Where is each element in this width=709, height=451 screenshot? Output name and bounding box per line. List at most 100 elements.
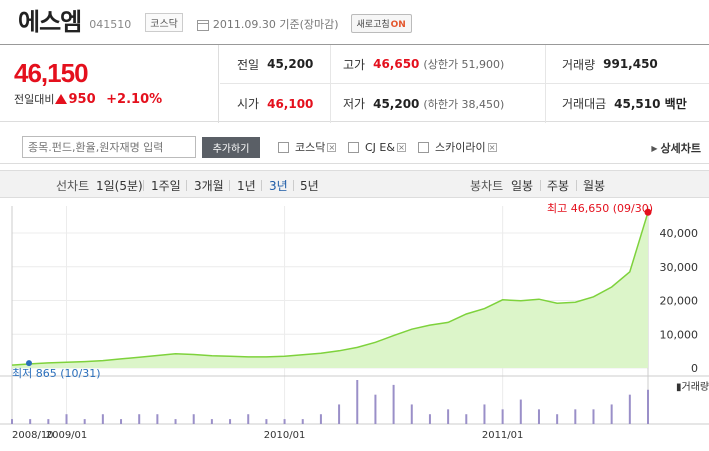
volume-bar xyxy=(283,419,286,424)
tab-weekly[interactable]: 주봉 xyxy=(547,179,570,193)
compare-item-kosdaq[interactable]: 코스닥 × xyxy=(278,140,337,154)
search-input[interactable] xyxy=(22,136,196,158)
stat-label: 시가 xyxy=(237,97,260,111)
stat-label: 거래량 xyxy=(562,57,596,72)
volume-bar xyxy=(519,399,522,424)
tab-monthly[interactable]: 월봉 xyxy=(583,179,606,193)
stat-value: 46,100 xyxy=(267,96,314,111)
divider xyxy=(576,180,577,191)
price-chart: 40,000 30,000 20,000 10,000 0 2008/10 2009/01 2… xyxy=(0,198,709,451)
volume-bar xyxy=(610,404,613,424)
volume-bar xyxy=(410,404,413,424)
stat-value: 45,200 xyxy=(373,96,420,111)
stat-label: 전일 xyxy=(237,57,260,72)
volume-bar xyxy=(138,414,141,424)
tab-1day[interactable]: 1일(5분) xyxy=(96,179,143,193)
compare-item-skylife[interactable]: 스카이라이 × xyxy=(418,140,497,154)
volume-bar xyxy=(83,419,86,424)
checkbox[interactable] xyxy=(278,141,289,153)
remove-icon[interactable]: × xyxy=(327,142,337,152)
lower-limit: (하한가 38,450) xyxy=(423,97,505,111)
high-annotation: 최고 46,650 (09/30) xyxy=(547,202,653,215)
divider xyxy=(293,180,294,191)
high-marker xyxy=(644,208,652,216)
volume-bar xyxy=(392,384,395,424)
tab-3month[interactable]: 3개월 xyxy=(194,179,224,193)
change-label: 전일대비 xyxy=(14,93,55,106)
market-badge: 코스닥 xyxy=(145,13,183,32)
volume-bar xyxy=(574,409,577,424)
checkbox[interactable] xyxy=(418,141,429,153)
price-area xyxy=(12,212,648,368)
tab-1week[interactable]: 1주일 xyxy=(151,179,181,193)
divider xyxy=(143,180,144,191)
volume-bar xyxy=(592,409,595,424)
compare-label: 스카이라이 xyxy=(435,141,486,154)
price-line xyxy=(11,211,649,366)
stat-value: 45,200 xyxy=(267,57,314,71)
stat-prev-close: 전일 45,200 xyxy=(220,44,331,84)
x-tick-label: 2010/01 xyxy=(264,430,306,441)
y-tick-label: 20,000 xyxy=(660,295,699,308)
refresh-state: ON xyxy=(390,20,406,30)
refresh-button[interactable]: 새로고침ON xyxy=(350,14,412,33)
stat-label: 고가 xyxy=(343,57,366,72)
divider xyxy=(261,180,262,191)
line-chart-label: 선차트 xyxy=(56,179,90,193)
stock-name: 에스엠 xyxy=(18,8,82,36)
volume-bar xyxy=(11,419,13,424)
tab-1year[interactable]: 1년 xyxy=(237,179,256,193)
volume-bar xyxy=(229,419,232,424)
quote-summary: 46,150 전일대비 950 +2.10% 전일 45,200 고가 46,650(… xyxy=(0,44,709,123)
volume-bar xyxy=(47,419,50,424)
remove-icon[interactable]: × xyxy=(396,142,406,152)
stat-label: 저가 xyxy=(343,97,366,111)
add-button[interactable]: 추가하기 xyxy=(202,137,260,158)
up-triangle-icon xyxy=(55,94,68,104)
price-change: 전일대비 950 +2.10% xyxy=(14,91,218,107)
stat-low: 저가 45,200 (하한가 38,450) xyxy=(331,84,546,123)
y-tick-label: 30,000 xyxy=(660,261,699,274)
low-annotation: 최저 865 (10/31) xyxy=(12,367,101,380)
y-tick-label: 0 xyxy=(691,362,698,375)
tab-3year[interactable]: 3년 xyxy=(269,179,288,193)
volume-bar xyxy=(319,414,322,424)
volume-bar xyxy=(447,409,450,424)
compare-toolbar: 추가하기 코스닥× CJ E&× 스카이라이× ▶상세차트 xyxy=(0,130,709,164)
y-tick-label: 10,000 xyxy=(660,328,699,341)
upper-limit: (상한가 51,900) xyxy=(423,58,505,71)
y-tick-label: 40,000 xyxy=(660,227,699,240)
x-tick-label: 2009/01 xyxy=(46,430,88,441)
volume-bar xyxy=(65,414,68,424)
volume-bar xyxy=(628,394,631,424)
stock-header: 에스엠 041510 코스닥 2011.09.30 기준(장마감) 새로고침ON xyxy=(0,0,709,44)
volume-bar xyxy=(356,380,359,424)
change-percent: +2.10% xyxy=(106,92,163,107)
volume-bar xyxy=(265,419,268,424)
current-price: 46,150 xyxy=(14,58,89,88)
stock-code: 041510 xyxy=(89,18,132,31)
tab-daily[interactable]: 일봉 xyxy=(511,179,534,193)
change-amount: 950 xyxy=(68,92,96,107)
detail-chart-label: 상세차트 xyxy=(660,142,701,155)
volume-bar xyxy=(156,414,159,424)
volume-bar xyxy=(556,414,559,424)
volume-bar xyxy=(537,409,540,424)
stat-high: 고가 46,650 (상한가 51,900) xyxy=(331,44,546,84)
compare-label: CJ E& xyxy=(365,140,395,154)
volume-bar xyxy=(174,419,177,424)
x-tick-label: 2008/10 xyxy=(12,430,54,441)
volume-legend: ▮거래량 xyxy=(676,381,709,393)
tab-5year[interactable]: 5년 xyxy=(300,179,319,193)
quote-stats: 전일 45,200 고가 46,650 (상한가 51,900) 거래량 991,450… xyxy=(220,44,709,123)
x-tick-label: 2011/01 xyxy=(482,430,524,441)
low-marker xyxy=(26,360,32,367)
volume-bar xyxy=(29,419,32,424)
volume-bar xyxy=(210,419,213,424)
compare-item-cje[interactable]: CJ E& × xyxy=(348,140,406,154)
remove-icon[interactable]: × xyxy=(487,142,497,152)
detail-chart-link[interactable]: ▶ 상세차트 xyxy=(651,140,701,156)
checkbox[interactable] xyxy=(348,141,359,153)
stat-amount: 거래대금 45,510 백만 xyxy=(546,84,709,123)
volume-bar xyxy=(247,414,250,424)
